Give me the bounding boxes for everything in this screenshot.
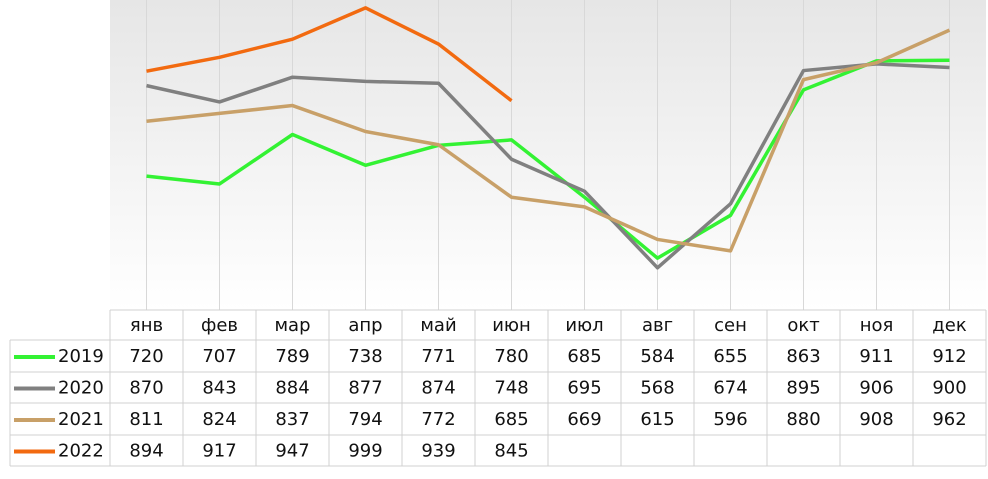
x-tick-label: ноя [860,315,894,336]
table-value: 906 [859,378,893,399]
table-value: 845 [494,441,528,462]
table-value: 917 [202,441,236,462]
table-value: 720 [129,346,163,367]
table-value: 837 [275,409,309,430]
table-value: 900 [932,378,966,399]
table-value: 748 [494,378,528,399]
table-value: 771 [421,346,455,367]
table-value: 884 [275,378,309,399]
legend-label: 2020 [58,378,104,399]
table-value: 912 [932,346,966,367]
x-tick-label: май [420,315,456,336]
table-value: 908 [859,409,893,430]
table-value: 584 [640,346,674,367]
table-value: 880 [786,409,820,430]
table-value: 685 [494,409,528,430]
x-tick-label: окт [787,315,819,336]
table-value: 947 [275,441,309,462]
table-value: 615 [640,409,674,430]
table-value: 874 [421,378,455,399]
table-value: 695 [567,378,601,399]
table-value: 707 [202,346,236,367]
table-value: 895 [786,378,820,399]
table-value: 894 [129,441,163,462]
table-value: 843 [202,378,236,399]
x-tick-label: июл [565,315,603,336]
legend-label: 2019 [58,346,104,367]
table-value: 780 [494,346,528,367]
table-value: 870 [129,378,163,399]
legend-label: 2022 [58,441,104,462]
series-line [146,58,950,260]
x-tick-label: авг [642,315,673,336]
x-tick-label: июн [492,315,531,336]
x-tick-label: сен [714,315,747,336]
series-line [146,28,951,253]
table-value: 811 [129,409,163,430]
table-value: 794 [348,409,382,430]
table-value: 738 [348,346,382,367]
table-value: 685 [567,346,601,367]
x-tick-label: янв [130,315,163,336]
table-value: 674 [713,378,747,399]
table-value: 568 [640,378,674,399]
table-value: 939 [421,441,455,462]
x-tick-label: апр [348,315,382,336]
x-tick-label: фев [201,315,238,336]
table-value: 824 [202,409,236,430]
table-value: 863 [786,346,820,367]
plot-background [110,0,986,310]
table-value: 877 [348,378,382,399]
table-value: 772 [421,409,455,430]
series-line [146,62,950,270]
table-value: 911 [859,346,893,367]
table-value: 789 [275,346,309,367]
table-value: 962 [932,409,966,430]
legend-label: 2021 [58,409,104,430]
table-value: 655 [713,346,747,367]
table-value: 669 [567,409,601,430]
table-value: 999 [348,441,382,462]
table-value: 596 [713,409,747,430]
x-tick-label: дек [932,315,967,336]
x-tick-label: мар [274,315,310,336]
series-line [146,6,513,103]
